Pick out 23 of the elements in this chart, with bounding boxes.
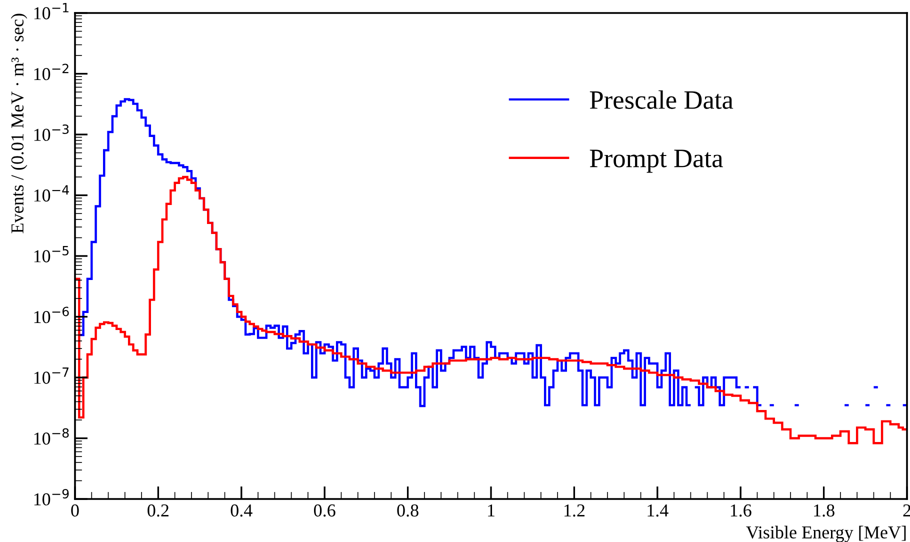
y-axis-title: Events / (0.01 MeV · m³ · sec) <box>10 14 28 234</box>
y-tick-label: 10$^{−1}$ <box>34 3 68 20</box>
legend-label: Prompt Data <box>590 150 723 173</box>
y-tick-label: 10$^{−2}$ <box>34 64 68 80</box>
x-tick-label: 0.2 <box>148 504 168 517</box>
y-tick-label: 10$^{−6}$ <box>34 306 69 324</box>
x-tick-label: 0 <box>71 504 79 517</box>
y-tick-label: 10$^{−9}$ <box>34 488 69 506</box>
x-tick-label: 1.6 <box>730 504 752 517</box>
y-tick-label: 10$^{−3}$ <box>34 124 69 141</box>
x-tick-label: 1.4 <box>648 504 668 517</box>
x-axis-title: Visible Energy [MeV] <box>746 526 906 542</box>
legend-label: Prescale Data <box>590 90 734 109</box>
y-tick-label: 10$^{−5}$ <box>34 246 69 262</box>
x-tick-label: 1 <box>488 504 494 516</box>
x-tick-label: 0.4 <box>230 504 252 517</box>
x-tick-label: 0.8 <box>397 504 418 517</box>
x-tick-label: 0.6 <box>314 504 336 517</box>
y-tick-label: 10$^{−7}$ <box>34 368 69 384</box>
x-tick-label: 1.2 <box>564 504 584 517</box>
y-tick-label: 10$^{−8}$ <box>34 428 69 445</box>
x-tick-label: 1.8 <box>814 504 834 517</box>
y-tick-label: 10$^{−4}$ <box>34 185 69 202</box>
